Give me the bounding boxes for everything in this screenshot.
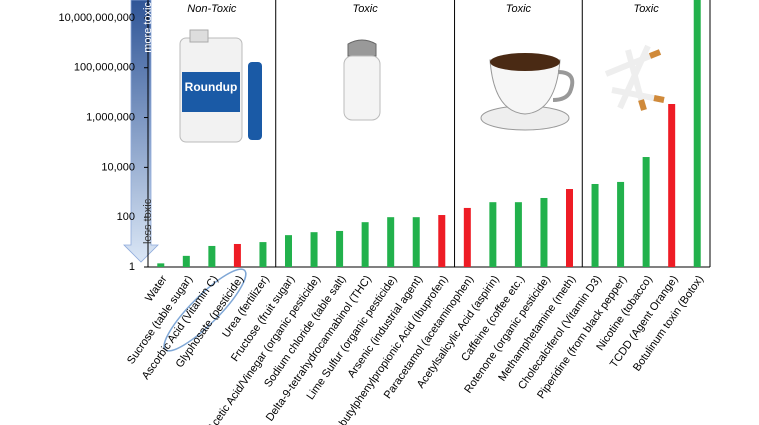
- roundup-image: Roundup: [179, 29, 262, 143]
- bar: [489, 202, 497, 267]
- arrow-top-label: more toxic: [142, 2, 154, 53]
- y-tick-label: 100: [117, 211, 135, 223]
- bar: [387, 217, 395, 267]
- x-tick-label: Water: [143, 273, 170, 304]
- bar: [438, 215, 446, 267]
- bar: [412, 217, 420, 267]
- section-label: Toxic: [506, 3, 532, 15]
- y-tick-label: 10,000,000,000: [59, 12, 135, 24]
- bar: [463, 207, 471, 267]
- section-label: Toxic: [352, 3, 378, 15]
- bar: [336, 230, 344, 267]
- y-tick-label: 100,000,000: [74, 62, 135, 74]
- bar: [566, 189, 573, 267]
- highlight-ellipse: [163, 268, 247, 352]
- y-tick-label: 1,000,000: [86, 111, 135, 123]
- section-label: Non-Toxic: [187, 3, 237, 15]
- bar: [182, 255, 190, 267]
- bar: [540, 197, 548, 267]
- arrow-bottom-label: less toxic: [142, 198, 154, 244]
- bar: [668, 103, 676, 267]
- toxicity-arrow: [123, 0, 159, 263]
- bar: [514, 202, 522, 267]
- svg-text:Roundup: Roundup: [185, 80, 238, 94]
- bar: [208, 245, 216, 267]
- cigarettes-image: [604, 44, 665, 111]
- bar: [310, 232, 318, 267]
- bar: [693, 0, 701, 267]
- bar: [259, 242, 267, 267]
- y-tick-label: 10,000: [101, 161, 135, 173]
- bar: [233, 243, 241, 267]
- coffee-cup-image: [480, 53, 575, 131]
- bar: [617, 181, 625, 267]
- bar: [591, 183, 599, 267]
- bar: [285, 235, 292, 267]
- y-tick-label: 1: [129, 261, 135, 273]
- bar: [361, 222, 369, 267]
- bar: [157, 263, 165, 267]
- salt-shaker-image: [343, 39, 381, 121]
- section-label: Toxic: [633, 3, 659, 15]
- bar: [642, 157, 650, 267]
